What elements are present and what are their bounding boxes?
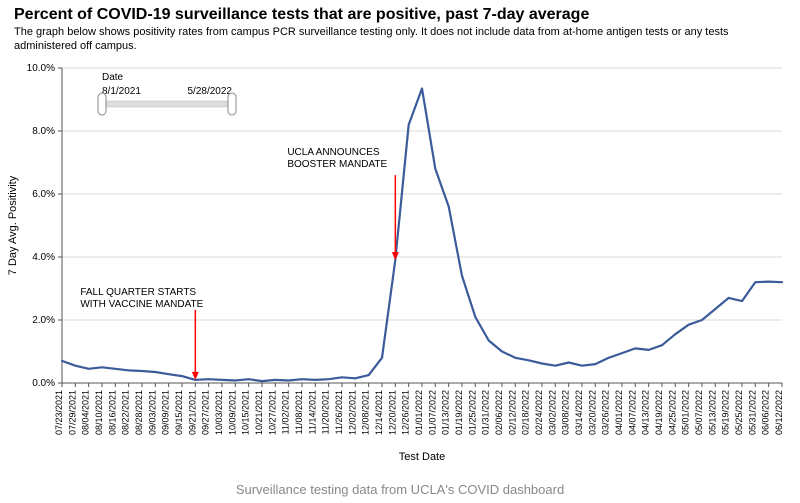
date-slider-handle-max[interactable] [228,93,236,115]
x-tick-label: 12/20/2021 [387,390,397,435]
y-axis-label: 7 Day Avg. Positivity [7,175,19,275]
x-tick-label: 11/26/2021 [334,390,344,434]
x-tick-label: 03/20/2022 [587,390,597,435]
annotation-label: FALL QUARTER STARTS [80,287,196,298]
x-tick-label: 12/08/2021 [361,390,371,435]
x-tick-label: 11/02/2021 [281,390,291,434]
date-slider-handle-min[interactable] [98,93,106,115]
x-tick-label: 12/26/2021 [401,390,411,435]
x-tick-label: 11/14/2021 [307,390,317,434]
y-tick-label: 4.0% [32,252,55,263]
x-tick-label: 01/25/2022 [467,390,477,435]
annotation-label: BOOSTER MANDATE [287,159,387,170]
x-axis-label: Test Date [399,451,445,463]
y-tick-label: 0.0% [32,378,55,389]
x-tick-label: 11/08/2021 [294,390,304,434]
date-slider-max-label: 5/28/2022 [188,86,233,97]
date-slider-label: Date [102,72,124,83]
x-tick-label: 02/12/2022 [507,390,517,435]
x-tick-label: 03/26/2022 [601,390,611,435]
date-slider-min-label: 8/1/2021 [102,86,141,97]
x-tick-label: 01/31/2022 [481,390,491,435]
chart-container: 0.0% 2.0% 4.0% 6.0% 8.0% 10.0% 07/23/202107/29… [0,58,800,468]
x-tick-label: 09/03/2021 [147,390,157,435]
annotation-label: UCLA ANNOUNCES [287,147,380,158]
x-tick-label: 10/21/2021 [254,390,264,435]
x-tick-label: 03/02/2022 [547,390,557,435]
x-tick-label: 06/06/2022 [761,390,771,435]
chart-title: Percent of COVID-19 surveillance tests t… [0,0,800,24]
x-tick-label: 09/15/2021 [174,390,184,435]
x-tick-label: 09/27/2021 [201,390,211,435]
x-tick-label: 12/02/2021 [347,390,357,435]
x-tick-label: 04/19/2022 [654,390,664,435]
x-tick-label: 01/13/2022 [441,390,451,435]
x-tick-label: 09/09/2021 [161,390,171,435]
y-tick-label: 10.0% [27,63,55,74]
y-tick-label: 2.0% [32,315,55,326]
x-tick-label: 06/12/2022 [774,390,784,435]
x-tick-label: 01/07/2022 [427,390,437,435]
x-tick-label: 02/18/2022 [521,390,531,435]
x-tick-label: 07/23/2021 [54,390,64,435]
x-tick-label: 08/22/2021 [121,390,131,435]
line-chart: 0.0% 2.0% 4.0% 6.0% 8.0% 10.0% 07/23/202107/29… [0,58,800,468]
x-tick-label: 05/31/2022 [747,390,757,435]
x-tick-label: 05/01/2022 [681,390,691,435]
x-tick-label: 05/25/2022 [734,390,744,435]
page-root: Percent of COVID-19 surveillance tests t… [0,0,800,503]
x-tick-label: 01/19/2022 [454,390,464,435]
x-tick-label: 08/16/2021 [107,390,117,435]
date-slider-track[interactable] [102,101,232,107]
x-tick-label: 05/19/2022 [721,390,731,435]
annotation-label: WITH VACCINE MANDATE [80,299,203,310]
x-tick-label: 10/27/2021 [267,390,277,435]
x-tick-label: 08/28/2021 [134,390,144,435]
x-tick-label: 04/13/2022 [641,390,651,435]
x-tick-label: 08/04/2021 [81,390,91,435]
x-tick-label: 10/15/2021 [241,390,251,435]
chart-caption: Surveillance testing data from UCLA's CO… [0,482,800,497]
y-tick-label: 6.0% [32,189,55,200]
x-tick-label: 10/09/2021 [227,390,237,435]
x-tick-label: 04/25/2022 [667,390,677,435]
x-tick-label: 05/07/2022 [694,390,704,435]
x-tick-label: 03/08/2022 [561,390,571,435]
x-tick-label: 11/20/2021 [321,390,331,434]
x-tick-label: 10/03/2021 [214,390,224,435]
y-tick-label: 8.0% [32,126,55,137]
chart-subtitle: The graph below shows positivity rates f… [0,24,800,54]
x-tick-label: 02/24/2022 [534,390,544,435]
x-tick-label: 07/29/2021 [67,390,77,435]
x-tick-label: 04/01/2022 [614,390,624,435]
x-tick-label: 02/06/2022 [494,390,504,435]
x-tick-label: 03/14/2022 [574,390,584,435]
x-tick-label: 05/13/2022 [707,390,717,435]
x-tick-label: 01/01/2022 [414,390,424,435]
x-tick-label: 12/14/2021 [374,390,384,435]
x-tick-label: 04/07/2022 [627,390,637,435]
x-tick-label: 08/10/2021 [94,390,104,435]
x-tick-label: 09/21/2021 [187,390,197,435]
